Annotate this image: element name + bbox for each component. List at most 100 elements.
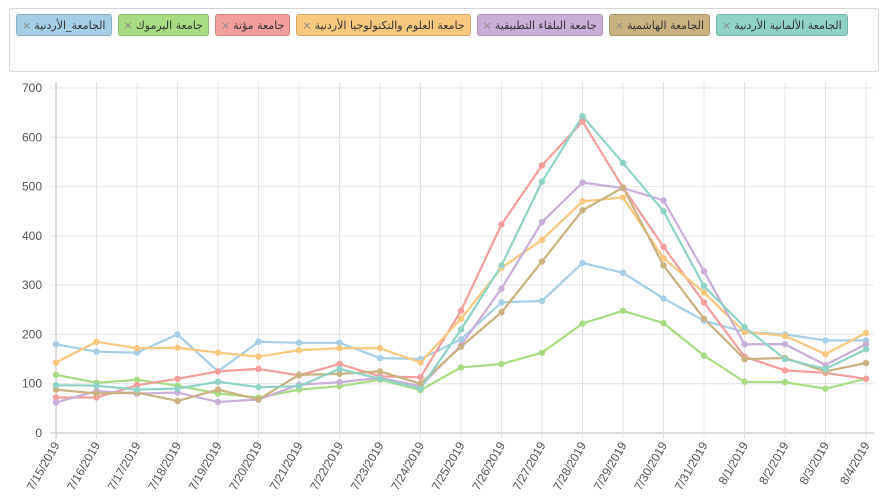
data-point bbox=[741, 355, 748, 363]
data-point bbox=[619, 269, 627, 277]
legend-chip[interactable]: جامعة مؤتة × bbox=[214, 14, 291, 36]
data-point bbox=[133, 386, 141, 393]
data-point bbox=[498, 221, 505, 228]
data-point bbox=[133, 381, 141, 389]
x-tick-label: 8/1/2019 bbox=[716, 439, 752, 487]
legend-chip[interactable]: جامعة اليرموك × bbox=[117, 14, 209, 36]
data-point bbox=[862, 329, 870, 337]
data-point bbox=[660, 208, 667, 215]
legend-label: جامعة العلوم والتكنولوجيا الأردنية bbox=[314, 18, 465, 32]
data-point bbox=[781, 367, 789, 374]
y-tick-label: 0 bbox=[35, 426, 42, 440]
data-point bbox=[619, 159, 627, 167]
data-point bbox=[660, 243, 667, 250]
x-tick-label: 8/2/2019 bbox=[756, 439, 792, 487]
data-point bbox=[417, 385, 424, 392]
data-point bbox=[133, 345, 141, 352]
data-point bbox=[214, 368, 222, 375]
data-point bbox=[862, 341, 870, 348]
data-point bbox=[862, 375, 870, 382]
data-point bbox=[781, 341, 789, 348]
legend-label: الجامعة_الأردنية bbox=[34, 18, 106, 32]
data-point bbox=[52, 399, 60, 406]
y-tick-label: 300 bbox=[22, 278, 42, 292]
data-point bbox=[336, 370, 343, 378]
data-point bbox=[52, 386, 60, 393]
data-point bbox=[336, 365, 343, 373]
data-point bbox=[214, 386, 222, 393]
data-point bbox=[700, 268, 708, 275]
remove-icon[interactable]: × bbox=[302, 18, 312, 32]
remove-icon[interactable]: × bbox=[22, 18, 32, 32]
data-point bbox=[660, 254, 667, 262]
data-point bbox=[417, 359, 424, 366]
data-point bbox=[619, 194, 627, 201]
y-tick-label: 400 bbox=[22, 229, 42, 243]
legend-chip[interactable]: الجامعة الهاشمية × bbox=[608, 14, 711, 36]
x-tick-label: 7/26/2019 bbox=[469, 439, 508, 493]
x-tick-label: 7/21/2019 bbox=[267, 439, 306, 493]
x-tick-label: 7/27/2019 bbox=[510, 439, 549, 493]
x-tick-label: 7/15/2019 bbox=[24, 439, 63, 493]
x-tick-label: 7/19/2019 bbox=[186, 439, 225, 493]
data-point bbox=[700, 352, 708, 359]
data-point bbox=[660, 319, 667, 327]
remove-icon[interactable]: × bbox=[722, 18, 732, 32]
y-tick-label: 200 bbox=[22, 327, 42, 341]
data-point bbox=[52, 341, 60, 348]
data-point bbox=[52, 359, 60, 366]
legend-chip[interactable]: جامعة البلقاء التطبيقية × bbox=[476, 14, 603, 36]
data-point bbox=[700, 282, 708, 290]
y-tick-label: 500 bbox=[22, 180, 42, 194]
legend-chip[interactable]: الجامعة_الأردنية × bbox=[16, 14, 112, 36]
data-point bbox=[700, 299, 708, 306]
x-tick-label: 7/17/2019 bbox=[105, 439, 144, 493]
x-tick-label: 8/4/2019 bbox=[837, 439, 873, 487]
remove-icon[interactable]: × bbox=[482, 18, 492, 32]
data-point bbox=[174, 397, 181, 405]
data-point bbox=[741, 323, 748, 331]
data-point bbox=[498, 309, 505, 316]
data-point bbox=[538, 258, 546, 265]
data-point bbox=[214, 349, 222, 356]
remove-icon[interactable]: × bbox=[123, 18, 133, 32]
data-point bbox=[660, 295, 667, 302]
data-point bbox=[93, 390, 100, 397]
data-point bbox=[538, 178, 546, 185]
data-point bbox=[295, 382, 303, 390]
data-point bbox=[579, 259, 586, 267]
data-point bbox=[700, 289, 708, 296]
x-tick-label: 7/16/2019 bbox=[64, 439, 103, 493]
data-point bbox=[700, 315, 708, 322]
legend: الجامعة_الأردنية × جامعة اليرموك × جامعة مؤت… bbox=[9, 8, 879, 72]
legend-chip[interactable]: جامعة العلوم والتكنولوجيا الأردنية × bbox=[296, 14, 471, 36]
data-point bbox=[214, 398, 222, 406]
data-point bbox=[174, 375, 181, 382]
data-point bbox=[457, 364, 465, 371]
data-point bbox=[336, 339, 343, 347]
remove-icon[interactable]: × bbox=[220, 18, 231, 32]
data-point bbox=[457, 336, 465, 343]
data-point bbox=[741, 378, 748, 385]
legend-chip[interactable]: الجامعة الألمانية الأردنية × bbox=[716, 14, 848, 36]
data-point bbox=[538, 349, 546, 356]
data-point bbox=[822, 385, 829, 392]
data-point bbox=[133, 349, 141, 356]
data-point bbox=[579, 207, 586, 214]
data-point bbox=[376, 345, 384, 352]
data-point bbox=[579, 320, 586, 327]
x-tick-label: 7/20/2019 bbox=[226, 439, 265, 493]
data-point bbox=[660, 197, 667, 204]
data-point bbox=[579, 198, 586, 205]
x-tick-label: 7/31/2019 bbox=[672, 439, 711, 493]
data-point bbox=[93, 382, 100, 389]
data-point bbox=[538, 218, 546, 226]
data-point bbox=[862, 359, 870, 367]
x-tick-label: 7/24/2019 bbox=[388, 439, 427, 493]
remove-icon[interactable]: × bbox=[614, 18, 624, 32]
data-point bbox=[336, 360, 343, 368]
x-tick-label: 7/22/2019 bbox=[307, 439, 346, 493]
data-point bbox=[457, 326, 465, 333]
data-point bbox=[174, 344, 181, 351]
data-point bbox=[619, 307, 627, 314]
